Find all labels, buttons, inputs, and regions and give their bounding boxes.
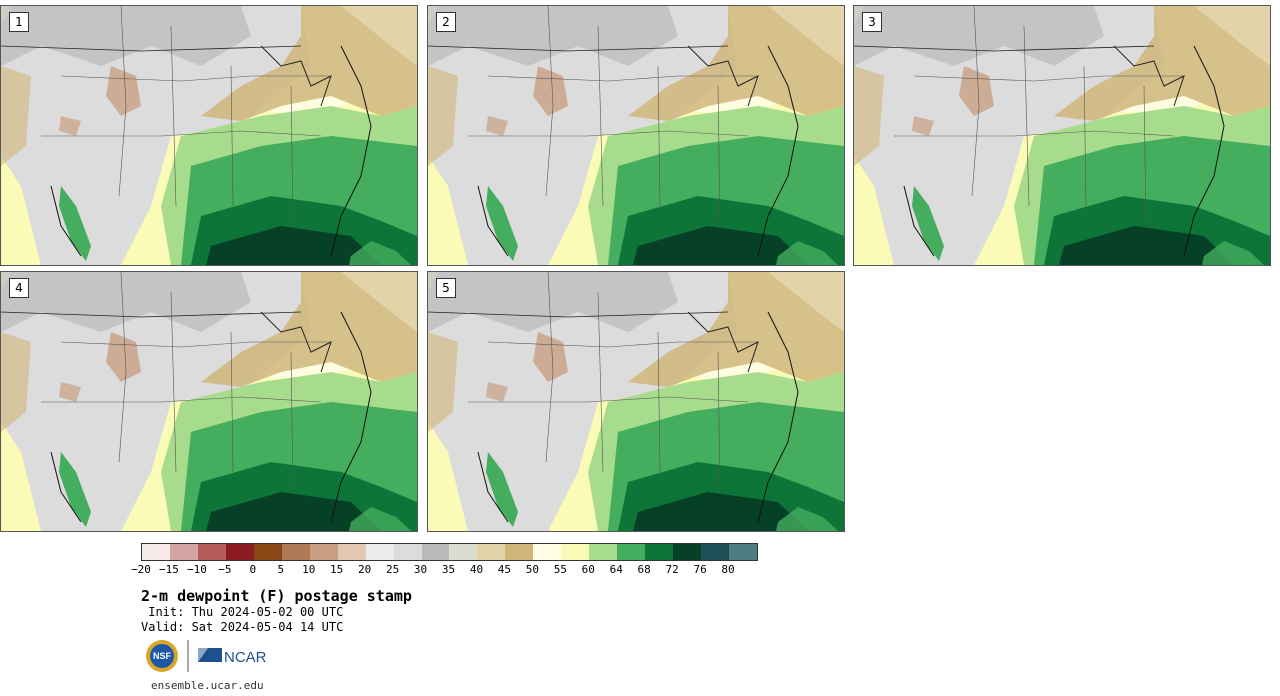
colorbar-swatch — [365, 544, 394, 560]
colorbar-tick-label: 15 — [330, 563, 344, 576]
colorbar-tick-label: 0 — [249, 563, 257, 576]
colorbar-swatch — [589, 544, 618, 560]
colorbar-swatch — [281, 544, 310, 560]
colorbar-swatch — [729, 544, 757, 560]
colorbar-swatch — [225, 544, 254, 560]
ensemble-member-panel: 3 — [853, 5, 1271, 266]
colorbar-swatch — [253, 544, 282, 560]
colorbar-swatch — [617, 544, 646, 560]
ensemble-member-panel: 1 — [0, 5, 418, 266]
colorbar-tick-label: −10 — [186, 563, 207, 576]
colorbar-swatch — [169, 544, 198, 560]
colorbar-swatch — [142, 544, 170, 560]
colorbar-swatch — [477, 544, 506, 560]
colorbar — [141, 543, 758, 561]
colorbar-tick-label: 25 — [385, 563, 400, 576]
nsf-logo-text: NSF — [153, 651, 172, 661]
colorbar-tick-label: 40 — [469, 563, 484, 576]
valid-time: Valid: Sat 2024-05-04 14 UTC — [141, 620, 344, 634]
colorbar-swatch — [393, 544, 422, 560]
colorbar-tick-label: 10 — [302, 563, 316, 576]
colorbar-tick-label: 35 — [441, 563, 456, 576]
member-label: 4 — [9, 278, 29, 298]
dewpoint-map — [1, 272, 417, 531]
colorbar-swatch — [645, 544, 674, 560]
colorbar-swatch — [337, 544, 366, 560]
colorbar-swatch — [533, 544, 562, 560]
ensemble-member-panel: 2 — [427, 5, 845, 266]
site-url: ensemble.ucar.edu — [151, 679, 264, 692]
colorbar-swatch — [701, 544, 730, 560]
ncar-logo: NCAR — [198, 648, 267, 666]
colorbar-tick-label: 50 — [525, 563, 539, 576]
ensemble-member-panel: 4 — [0, 271, 418, 532]
colorbar-swatch — [197, 544, 226, 560]
dewpoint-map — [1, 6, 417, 265]
colorbar-tick-label: 20 — [358, 563, 372, 576]
colorbar-tick-label: 55 — [553, 563, 567, 576]
colorbar-tick-label: 72 — [665, 563, 679, 576]
nsf-logo: NSF — [146, 640, 178, 672]
member-label: 3 — [862, 12, 882, 32]
colorbar-tick-label: 68 — [637, 563, 651, 576]
ncar-logo-text: NCAR — [224, 649, 267, 666]
colorbar-tick-label: −20 — [131, 563, 151, 576]
colorbar-tick-label: 80 — [721, 563, 735, 576]
dewpoint-map — [854, 6, 1270, 265]
colorbar-swatch — [561, 544, 590, 560]
colorbar-swatch — [449, 544, 478, 560]
init-time: Init: Thu 2024-05-02 00 UTC — [141, 605, 344, 619]
colorbar-tick-label: 60 — [581, 563, 595, 576]
colorbar-ticks: −20 −15 −10 −5 0 5 10 15 20 25 30 35 40 45 50 55 60 64 68 7… — [131, 563, 756, 577]
colorbar-tick-label: 76 — [693, 563, 707, 576]
dewpoint-map — [428, 6, 844, 265]
logos: NSF NCAR — [145, 638, 285, 674]
colorbar-tick-label: −5 — [218, 563, 232, 576]
colorbar-tick-label: 45 — [497, 563, 512, 576]
member-label: 2 — [436, 12, 456, 32]
colorbar-swatch — [505, 544, 534, 560]
colorbar-swatch — [673, 544, 702, 560]
colorbar-tick-label: 64 — [609, 563, 623, 576]
colorbar-tick-label: 5 — [277, 563, 285, 576]
member-label: 5 — [436, 278, 456, 298]
colorbar-swatch — [309, 544, 338, 560]
member-label: 1 — [9, 12, 29, 32]
chart-title: 2-m dewpoint (F) postage stamp — [141, 587, 412, 605]
colorbar-swatch — [421, 544, 450, 560]
colorbar-tick-label: 30 — [413, 563, 428, 576]
dewpoint-map — [428, 272, 844, 531]
colorbar-tick-label: −15 — [159, 563, 179, 576]
ensemble-member-panel: 5 — [427, 271, 845, 532]
